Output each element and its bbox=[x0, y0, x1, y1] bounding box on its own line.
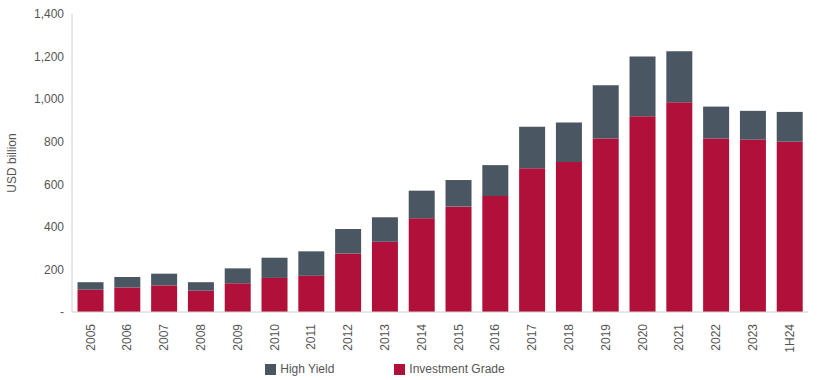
svg-text:2022: 2022 bbox=[709, 324, 723, 351]
svg-text:2014: 2014 bbox=[415, 324, 429, 351]
svg-text:800: 800 bbox=[44, 135, 64, 149]
svg-text:2011: 2011 bbox=[304, 324, 318, 350]
svg-text:2005: 2005 bbox=[84, 324, 98, 351]
svg-text:2018: 2018 bbox=[562, 324, 576, 351]
svg-text:-: - bbox=[60, 305, 64, 319]
svg-text:2019: 2019 bbox=[599, 324, 613, 351]
svg-text:2020: 2020 bbox=[636, 324, 650, 351]
html-text:Investment Grade: Investment Grade bbox=[409, 362, 505, 376]
svg-text:2023: 2023 bbox=[746, 324, 760, 351]
svg-text:2010: 2010 bbox=[268, 324, 282, 351]
svg-text:2016: 2016 bbox=[488, 324, 502, 351]
svg-text:1,400: 1,400 bbox=[34, 7, 64, 21]
svg-text:2015: 2015 bbox=[452, 324, 466, 351]
svg-text:2006: 2006 bbox=[120, 324, 134, 351]
svg-text:2012: 2012 bbox=[341, 324, 355, 351]
svg-text:2007: 2007 bbox=[157, 324, 171, 351]
svg-text:600: 600 bbox=[44, 178, 64, 192]
svg-text:2021: 2021 bbox=[672, 324, 686, 351]
svg-text:400: 400 bbox=[44, 220, 64, 234]
svg-text:USD billion: USD billion bbox=[8, 133, 19, 192]
svg-text:2013: 2013 bbox=[378, 324, 392, 351]
svg-text:2009: 2009 bbox=[231, 324, 245, 351]
svg-text:1,200: 1,200 bbox=[34, 50, 64, 64]
svg-text:2008: 2008 bbox=[194, 324, 208, 351]
html-text:High Yield: High Yield bbox=[280, 362, 335, 376]
svg-text:1,000: 1,000 bbox=[34, 92, 64, 106]
svg-text:200: 200 bbox=[44, 263, 64, 277]
svg-text:2017: 2017 bbox=[525, 324, 539, 351]
svg-text:1H24: 1H24 bbox=[783, 324, 797, 353]
